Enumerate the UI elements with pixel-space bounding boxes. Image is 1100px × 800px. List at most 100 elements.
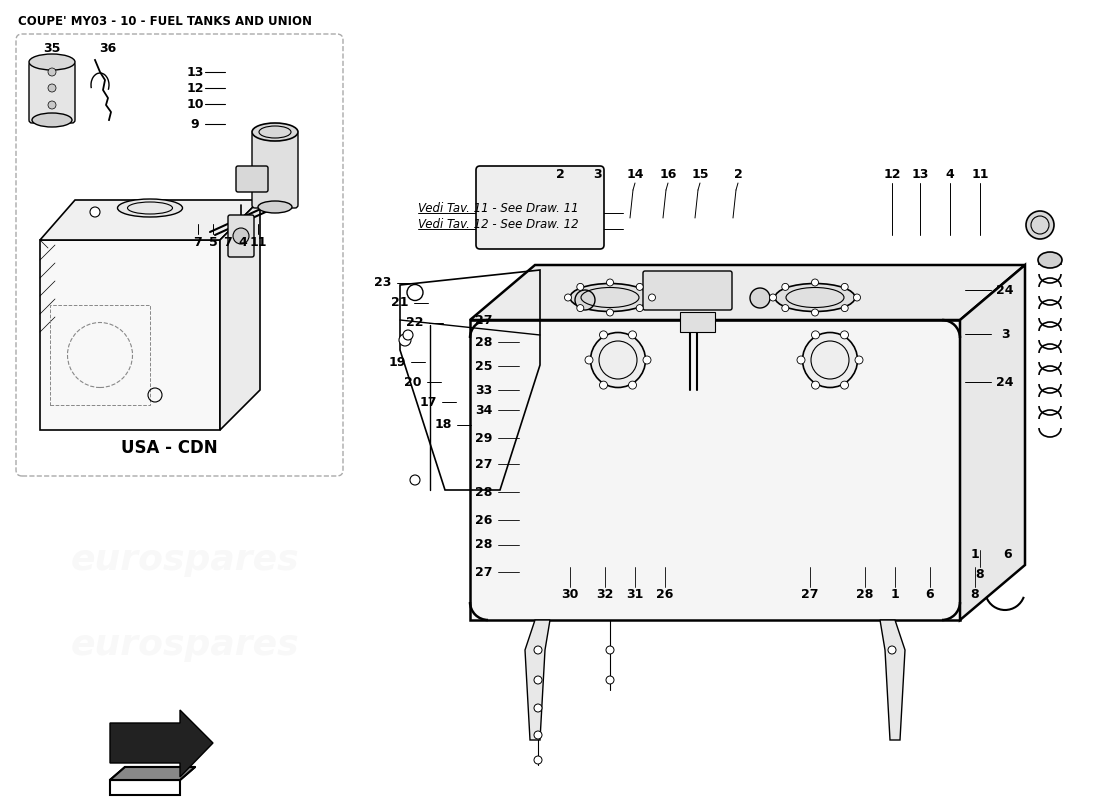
Ellipse shape	[750, 288, 770, 308]
Text: 27: 27	[475, 458, 493, 470]
Circle shape	[644, 356, 651, 364]
Text: 27: 27	[475, 566, 493, 578]
Ellipse shape	[1038, 252, 1061, 268]
Text: 18: 18	[434, 418, 452, 431]
Text: 33: 33	[475, 383, 493, 397]
Text: 8: 8	[970, 589, 979, 602]
Circle shape	[812, 279, 818, 286]
FancyBboxPatch shape	[29, 62, 75, 123]
Text: 28: 28	[856, 589, 873, 602]
FancyBboxPatch shape	[476, 166, 604, 249]
Text: USA - CDN: USA - CDN	[121, 439, 218, 457]
Circle shape	[606, 676, 614, 684]
Text: eurospares: eurospares	[70, 628, 299, 662]
Ellipse shape	[258, 201, 292, 213]
FancyBboxPatch shape	[252, 132, 298, 208]
Text: 32: 32	[596, 589, 614, 602]
Text: 21: 21	[392, 297, 409, 310]
Text: 30: 30	[561, 589, 579, 602]
Text: 27: 27	[475, 314, 493, 326]
Circle shape	[782, 305, 789, 312]
Circle shape	[600, 331, 607, 339]
Circle shape	[48, 84, 56, 92]
Circle shape	[840, 381, 848, 389]
Circle shape	[842, 283, 848, 290]
Circle shape	[606, 646, 614, 654]
Polygon shape	[525, 620, 550, 740]
Circle shape	[534, 756, 542, 764]
Text: 24: 24	[997, 283, 1014, 297]
Ellipse shape	[1026, 211, 1054, 239]
Polygon shape	[110, 710, 213, 777]
Text: 7: 7	[194, 235, 202, 249]
Text: 35: 35	[43, 42, 60, 54]
Circle shape	[585, 356, 593, 364]
Text: 34: 34	[475, 403, 493, 417]
Text: 28: 28	[475, 486, 493, 498]
Circle shape	[606, 279, 614, 286]
Text: 11: 11	[971, 169, 989, 182]
Text: Vedi Tav. 12 - See Draw. 12: Vedi Tav. 12 - See Draw. 12	[418, 218, 579, 230]
Circle shape	[636, 283, 644, 290]
Text: 4: 4	[239, 235, 248, 249]
Text: 3: 3	[1001, 327, 1010, 341]
Text: 22: 22	[406, 317, 424, 330]
Text: 36: 36	[99, 42, 117, 54]
Text: COUPE' MY03 - 10 - FUEL TANKS AND UNION: COUPE' MY03 - 10 - FUEL TANKS AND UNION	[18, 15, 312, 28]
Circle shape	[888, 646, 896, 654]
Ellipse shape	[776, 283, 855, 311]
Circle shape	[407, 285, 424, 301]
Circle shape	[48, 101, 56, 109]
Ellipse shape	[803, 333, 858, 387]
Text: 15: 15	[691, 169, 708, 182]
Circle shape	[798, 356, 805, 364]
Text: 23: 23	[374, 277, 392, 290]
Polygon shape	[40, 240, 220, 430]
Text: Vedi Tav. 11 - See Draw. 11: Vedi Tav. 11 - See Draw. 11	[418, 202, 579, 214]
Circle shape	[600, 381, 607, 389]
Text: 24: 24	[997, 375, 1014, 389]
Text: 1: 1	[970, 549, 979, 562]
Circle shape	[628, 331, 637, 339]
Text: 19: 19	[388, 355, 406, 369]
Circle shape	[403, 330, 412, 340]
Text: 8: 8	[976, 569, 984, 582]
Text: 26: 26	[657, 589, 673, 602]
Circle shape	[812, 381, 820, 389]
Circle shape	[628, 381, 637, 389]
Ellipse shape	[575, 290, 595, 310]
Text: 6: 6	[926, 589, 934, 602]
Text: 3: 3	[594, 169, 603, 182]
Polygon shape	[680, 312, 715, 332]
Circle shape	[233, 228, 249, 244]
Text: 27: 27	[801, 589, 818, 602]
Text: 13: 13	[911, 169, 928, 182]
Text: 6: 6	[1003, 549, 1012, 562]
Text: 26: 26	[475, 514, 493, 526]
Text: 17: 17	[419, 395, 437, 409]
Text: 10: 10	[186, 98, 204, 110]
Circle shape	[649, 294, 656, 301]
Text: 20: 20	[405, 375, 421, 389]
Circle shape	[636, 305, 644, 312]
Circle shape	[576, 283, 584, 290]
Circle shape	[812, 331, 820, 339]
Circle shape	[410, 475, 420, 485]
Circle shape	[534, 676, 542, 684]
Polygon shape	[470, 265, 1025, 320]
Text: 1: 1	[891, 589, 900, 602]
Text: 2: 2	[734, 169, 742, 182]
Circle shape	[90, 207, 100, 217]
Ellipse shape	[252, 123, 298, 141]
Text: 16: 16	[659, 169, 676, 182]
FancyBboxPatch shape	[228, 215, 254, 257]
Text: eurospares: eurospares	[628, 484, 892, 526]
FancyBboxPatch shape	[644, 271, 732, 310]
Text: 12: 12	[883, 169, 901, 182]
Ellipse shape	[570, 283, 650, 311]
Text: 12: 12	[186, 82, 204, 94]
Text: 28: 28	[475, 538, 493, 551]
Ellipse shape	[118, 199, 183, 217]
Circle shape	[855, 356, 864, 364]
Circle shape	[842, 305, 848, 312]
